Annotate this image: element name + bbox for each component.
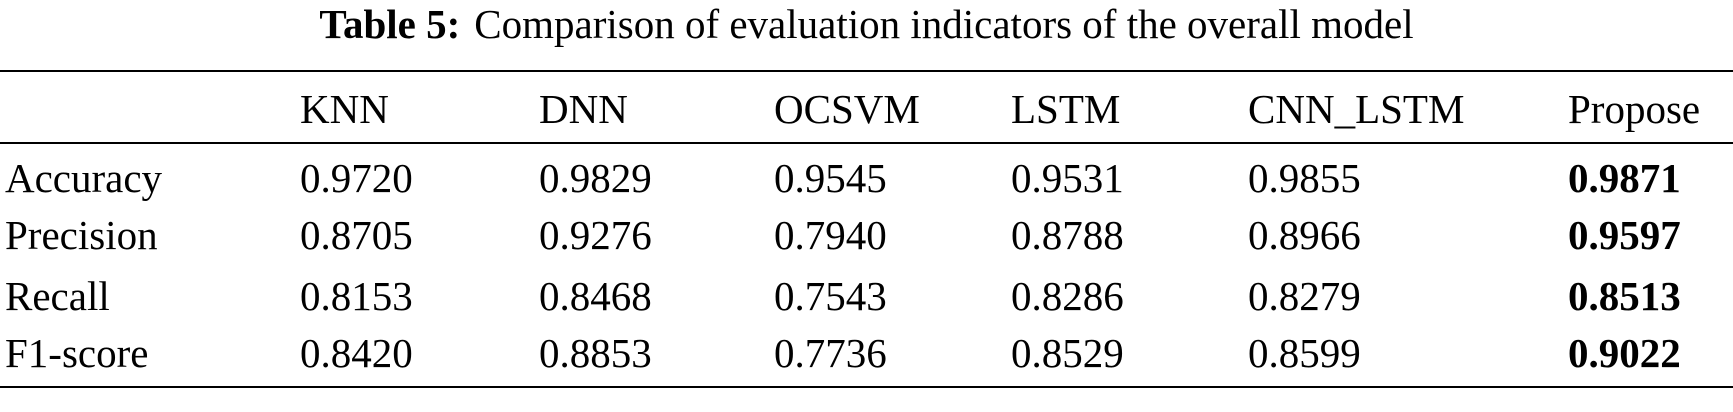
table-row-f1-score: F1-score 0.8420 0.8853 0.7736 0.8529 0.8… (0, 326, 1733, 388)
cell-f1-score-ocsvm: 0.7736 (769, 326, 1006, 388)
table-caption: Table 5: Comparison of evaluation indicat… (0, 0, 1733, 60)
table-row-accuracy: Accuracy 0.9720 0.9829 0.9545 0.9531 0.9… (0, 143, 1733, 204)
cell-recall-dnn: 0.8468 (539, 272, 652, 319)
cell-recall-lstm: 0.8286 (1011, 272, 1124, 319)
header-cell-dnn: DNN (534, 70, 769, 144)
row-label-f1-score: F1-score (0, 326, 295, 388)
table-caption-label: Table 5: (319, 1, 461, 47)
cell-accuracy-propose: 0.9871 (1568, 155, 1681, 201)
cell-f1-score-propose: 0.9022 (1563, 326, 1733, 388)
header-cell-cnn-lstm: CNN_LSTM (1243, 70, 1563, 144)
cell-f1-score-cnn-lstm: 0.8599 (1243, 326, 1563, 388)
cell-f1-score-knn: 0.8420 (295, 326, 534, 388)
cell-recall-ocsvm: 0.7543 (774, 272, 887, 319)
cell-recall-knn: 0.8153 (300, 272, 413, 319)
cell-precision-cnn-lstm: 0.8966 (1248, 211, 1361, 258)
cell-accuracy-knn: 0.9720 (300, 155, 413, 201)
cell-accuracy-dnn: 0.9829 (539, 155, 652, 201)
cell-precision-dnn: 0.9276 (539, 211, 652, 258)
row-label-precision: Precision (5, 211, 158, 258)
table-row-recall: Recall 0.8153 0.8468 0.7543 0.8286 0.827… (0, 265, 1733, 326)
cell-precision-lstm: 0.8788 (1011, 211, 1124, 258)
cell-recall-propose: 0.8513 (1568, 272, 1681, 319)
table-row-precision: Precision 0.8705 0.9276 0.7940 0.8788 0.… (0, 204, 1733, 265)
row-label-accuracy: Accuracy (5, 155, 163, 201)
comparison-table: KNN DNN OCSVM LSTM CNN_LSTM Propose Accu… (0, 70, 1733, 388)
table-header-row: KNN DNN OCSVM LSTM CNN_LSTM Propose (0, 70, 1733, 144)
header-cell-propose: Propose (1563, 70, 1733, 144)
cell-accuracy-lstm: 0.9531 (1011, 155, 1124, 201)
header-cell-ocsvm: OCSVM (769, 70, 1006, 144)
row-label-recall: Recall (5, 272, 110, 319)
cell-accuracy-cnn-lstm: 0.9855 (1248, 155, 1361, 201)
cell-precision-propose: 0.9597 (1568, 211, 1681, 258)
header-cell-lstm: LSTM (1006, 70, 1243, 144)
cell-f1-score-dnn: 0.8853 (534, 326, 769, 388)
cell-accuracy-ocsvm: 0.9545 (774, 155, 887, 201)
header-cell-knn: KNN (295, 70, 534, 144)
cell-recall-cnn-lstm: 0.8279 (1248, 272, 1361, 319)
cell-precision-ocsvm: 0.7940 (774, 211, 887, 258)
cell-precision-knn: 0.8705 (300, 211, 413, 258)
table-caption-text: Comparison of evaluation indicators of t… (474, 1, 1414, 47)
cell-f1-score-lstm: 0.8529 (1006, 326, 1243, 388)
header-cell-blank (0, 70, 295, 144)
